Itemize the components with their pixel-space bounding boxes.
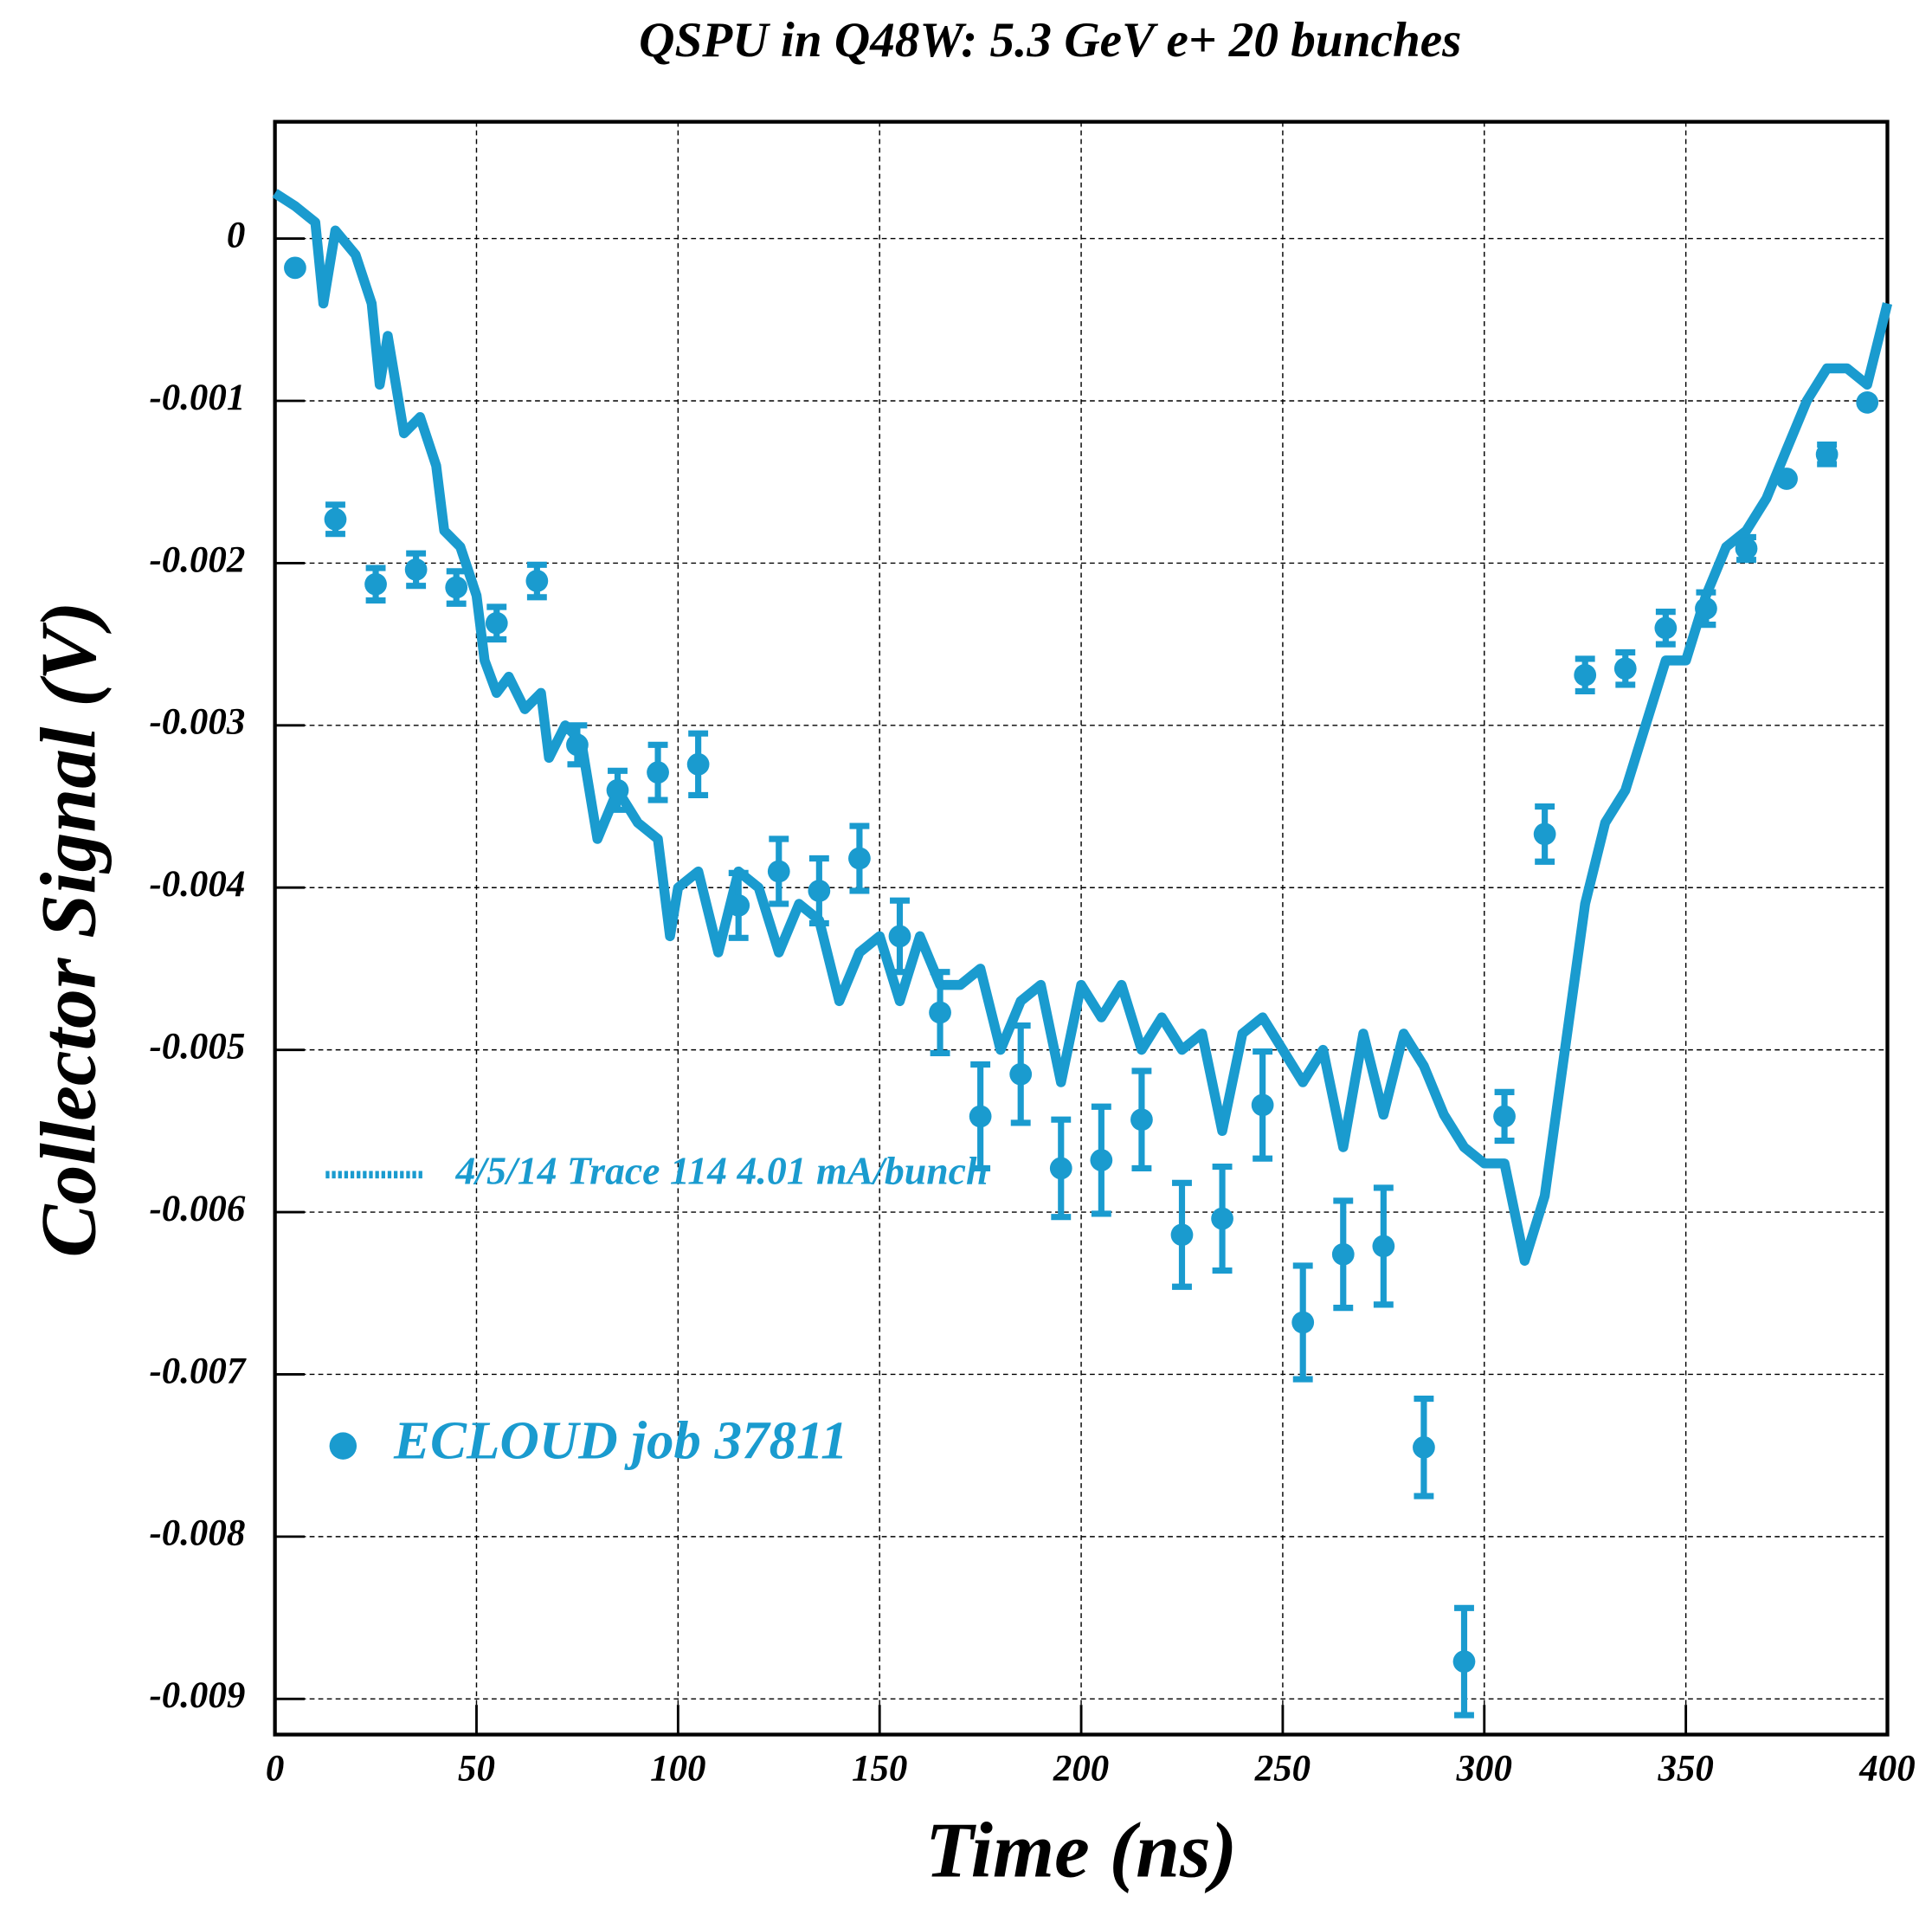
data-point <box>1695 597 1717 620</box>
data-point <box>1815 442 1839 466</box>
y-tick-label: -0.001 <box>149 377 245 418</box>
data-point <box>686 752 710 776</box>
data-point <box>1251 1093 1274 1117</box>
y-tick-label: -0.006 <box>149 1189 245 1229</box>
data-point <box>1130 1108 1153 1132</box>
x-tick-label: 250 <box>1254 1748 1311 1789</box>
data-point <box>1493 1105 1516 1128</box>
data-point <box>525 570 549 592</box>
trace-line <box>272 189 1893 1266</box>
data-point <box>1533 822 1556 846</box>
y-tick-label: -0.005 <box>149 1026 245 1067</box>
data-point <box>647 761 669 784</box>
data-point <box>1090 1149 1113 1171</box>
y-axis-label: Collector Signal (V) <box>24 602 113 1258</box>
y-tick-label: -0.009 <box>149 1675 245 1716</box>
legend-label: ECLOUD job 37811 <box>393 1410 848 1471</box>
data-point <box>1009 1062 1033 1086</box>
data-point <box>1331 1242 1355 1266</box>
y-tick-label: 0 <box>227 215 245 255</box>
chart-title: QSPU in Q48W: 5.3 GeV e+ 20 bunches <box>639 13 1461 68</box>
x-tick-label: 200 <box>1053 1748 1109 1789</box>
y-tick-label: -0.007 <box>149 1351 246 1391</box>
data-point <box>606 778 629 802</box>
x-tick-label: 150 <box>852 1748 907 1789</box>
data-point <box>1413 1435 1435 1459</box>
x-tick-label: 100 <box>650 1748 705 1789</box>
data-point <box>929 1001 951 1024</box>
data-point <box>727 893 750 917</box>
x-tick-label: 0 <box>266 1748 284 1789</box>
data-point <box>364 572 387 596</box>
data-point <box>767 860 790 883</box>
y-tick-label: -0.003 <box>149 702 245 743</box>
data-point <box>485 611 508 635</box>
y-tick-label: -0.008 <box>149 1513 245 1554</box>
x-axis-label: Time (ns) <box>925 1806 1237 1894</box>
data-point <box>445 576 468 599</box>
data-point <box>969 1105 992 1128</box>
data-point <box>1291 1311 1315 1334</box>
data-point <box>1452 1650 1476 1674</box>
data-point <box>888 925 911 948</box>
data-point <box>1049 1157 1072 1180</box>
x-tick-label: 350 <box>1657 1748 1713 1789</box>
data-point <box>1735 537 1758 560</box>
data-point <box>808 880 831 902</box>
data-point <box>848 847 871 870</box>
data-point <box>1170 1223 1194 1247</box>
legend-label: 4/5/14 Trace 114 4.01 mA/bunch <box>455 1148 989 1192</box>
x-tick-label: 400 <box>1858 1748 1915 1789</box>
data-point <box>1856 390 1879 414</box>
x-tick-label: 300 <box>1456 1748 1512 1789</box>
data-point <box>1211 1207 1233 1230</box>
y-tick-label: -0.004 <box>149 864 245 905</box>
data-point <box>1372 1235 1395 1258</box>
plot-frame <box>273 119 1890 1737</box>
x-tick-label: 50 <box>458 1748 495 1789</box>
data-point <box>566 733 589 757</box>
data-point <box>324 507 347 531</box>
data-point <box>284 256 306 280</box>
data-point <box>1613 657 1637 680</box>
data-point <box>1654 616 1678 640</box>
legend-swatch <box>329 1432 357 1460</box>
y-tick-label: -0.002 <box>149 539 245 580</box>
data-point <box>1775 468 1798 490</box>
data-point <box>404 558 428 581</box>
data-point <box>1574 663 1597 687</box>
